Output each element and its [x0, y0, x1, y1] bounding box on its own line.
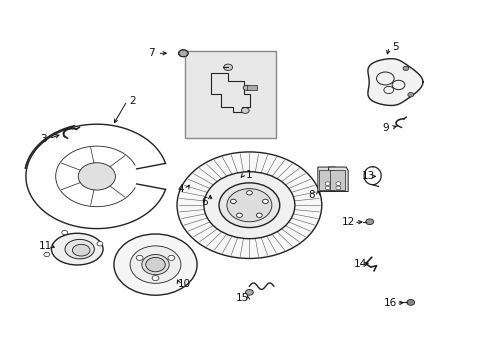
Circle shape [226, 189, 271, 222]
Circle shape [219, 183, 279, 228]
Text: 8: 8 [308, 190, 315, 200]
Circle shape [325, 186, 329, 190]
Circle shape [78, 163, 115, 190]
Circle shape [365, 219, 373, 225]
Circle shape [407, 93, 413, 97]
Circle shape [142, 255, 169, 275]
Ellipse shape [65, 239, 94, 259]
Circle shape [130, 246, 181, 283]
Bar [184, 51, 276, 138]
Circle shape [61, 230, 67, 235]
Polygon shape [178, 50, 188, 57]
Circle shape [402, 66, 408, 71]
Text: 16: 16 [383, 298, 396, 308]
Text: 3: 3 [40, 134, 46, 144]
Circle shape [177, 152, 321, 258]
Circle shape [335, 186, 340, 190]
Text: 11: 11 [38, 240, 52, 251]
Ellipse shape [51, 233, 103, 265]
Polygon shape [329, 170, 344, 190]
Text: 12: 12 [341, 217, 354, 228]
Circle shape [152, 275, 159, 280]
Circle shape [245, 289, 253, 295]
Circle shape [223, 64, 232, 71]
Text: 1: 1 [245, 170, 252, 180]
Text: 14: 14 [353, 258, 367, 269]
Text: 15: 15 [235, 293, 248, 303]
Circle shape [97, 242, 102, 246]
Text: 2: 2 [129, 96, 136, 106]
Text: 10: 10 [178, 279, 191, 289]
Polygon shape [319, 170, 333, 190]
Text: 7: 7 [148, 48, 155, 58]
Circle shape [335, 182, 340, 185]
Text: 9: 9 [381, 123, 388, 133]
Circle shape [241, 108, 248, 113]
Circle shape [178, 50, 188, 57]
Ellipse shape [72, 244, 90, 256]
Circle shape [203, 172, 294, 239]
Polygon shape [367, 59, 422, 105]
Circle shape [44, 252, 50, 257]
Circle shape [262, 199, 268, 203]
Text: 4: 4 [177, 184, 184, 194]
Polygon shape [317, 167, 337, 192]
Text: 13: 13 [361, 171, 375, 181]
Text: 5: 5 [391, 42, 398, 52]
Circle shape [167, 255, 174, 260]
Circle shape [114, 234, 197, 295]
Circle shape [236, 213, 242, 217]
Text: 6: 6 [201, 197, 207, 207]
Circle shape [243, 85, 249, 90]
Polygon shape [328, 167, 347, 192]
Circle shape [256, 213, 262, 217]
Bar [246, 85, 257, 90]
Circle shape [230, 199, 236, 203]
Circle shape [406, 300, 414, 305]
Circle shape [145, 257, 165, 272]
Circle shape [136, 255, 143, 260]
Circle shape [325, 182, 329, 185]
Circle shape [246, 191, 252, 195]
